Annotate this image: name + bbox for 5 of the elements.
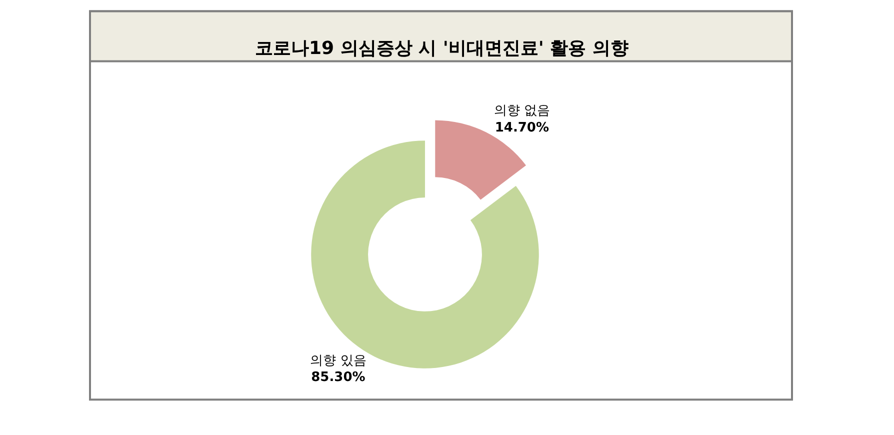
data-label: 85.30% <box>311 370 366 386</box>
data-label: 14.70% <box>494 120 550 136</box>
chart-title: 코로나19 의심증상 시 '비대면진료' 활용 의향 <box>255 38 628 59</box>
slice-label: 의향 없음 <box>494 103 550 118</box>
slice-label: 의향 있음 <box>310 353 366 368</box>
